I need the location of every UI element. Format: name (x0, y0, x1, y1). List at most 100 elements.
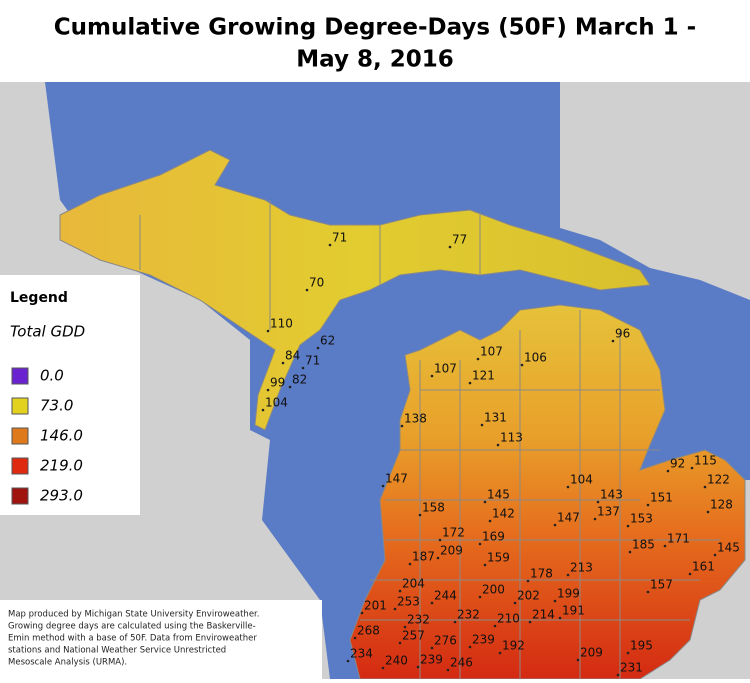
legend-title: Legend (10, 290, 68, 306)
station-dot (430, 374, 434, 378)
station-dot (576, 658, 580, 662)
station-value: 192 (502, 639, 525, 653)
station-value: 234 (350, 647, 373, 661)
station-value: 113 (500, 431, 523, 445)
station-dot (558, 616, 562, 620)
station-value: 158 (422, 501, 445, 515)
station-dot (596, 500, 600, 504)
station-dot (566, 485, 570, 489)
station-dot (408, 562, 412, 566)
legend-items: 0.0 73.0 146.0 219.0 293.0 (11, 367, 83, 505)
station-value: 71 (332, 231, 347, 245)
station-dot (266, 388, 270, 392)
station-dot (261, 408, 265, 412)
station-dot (398, 641, 402, 645)
station-value: 147 (557, 511, 580, 525)
station-dot (498, 651, 502, 655)
station-dot (520, 363, 524, 367)
station-dot (496, 443, 500, 447)
station-dot (713, 553, 717, 557)
station-dot (448, 245, 452, 249)
station-value: 122 (707, 473, 730, 487)
station-value: 151 (650, 491, 673, 505)
station-value: 104 (265, 396, 288, 410)
station-dot (688, 572, 692, 576)
station-value: 161 (692, 560, 715, 574)
station-dot (346, 659, 350, 663)
station-dot (703, 485, 707, 489)
note-line: Mesoscale Analysis (URMA). (8, 658, 127, 668)
station-dot (430, 601, 434, 605)
station-dot (478, 595, 482, 599)
station-value: 268 (357, 624, 380, 638)
station-value: 204 (402, 577, 425, 591)
station-dot (493, 624, 497, 628)
station-value: 99 (270, 376, 285, 390)
station-value: 239 (472, 633, 495, 647)
station-value: 178 (530, 567, 553, 581)
station-dot (381, 484, 385, 488)
station-dot (626, 651, 630, 655)
station-dot (438, 538, 442, 542)
station-value: 253 (397, 595, 420, 609)
station-value: 202 (517, 589, 540, 603)
station-dot (430, 646, 434, 650)
legend-label: 293.0 (40, 487, 83, 505)
station-value: 244 (434, 589, 457, 603)
station-dot (488, 519, 492, 523)
legend-label: 219.0 (40, 457, 83, 475)
county-lines (139, 200, 720, 679)
legend-swatch (11, 427, 29, 445)
station-value: 191 (562, 604, 585, 618)
station-value: 257 (402, 629, 425, 643)
station-value: 153 (630, 512, 653, 526)
station-dot (381, 666, 385, 670)
legend-label: 0.0 (40, 367, 64, 385)
station-dot (690, 466, 694, 470)
note-box (0, 600, 322, 679)
station-dot (353, 636, 357, 640)
station-dot (566, 573, 570, 577)
legend-swatch (11, 457, 29, 475)
station-dot (453, 620, 457, 624)
station-value: 92 (670, 457, 685, 471)
legend-swatch (11, 397, 29, 415)
legend-swatch (11, 367, 29, 385)
station-dot (626, 524, 630, 528)
stations: 71 77 70 110 62 84 71 99 82 104 96 107 106 107 121 138 1… (261, 231, 740, 677)
station-dot (628, 550, 632, 554)
station-value: 209 (580, 646, 603, 660)
station-value: 145 (717, 541, 740, 555)
station-value: 84 (285, 349, 300, 363)
station-value: 82 (292, 373, 307, 387)
station-value: 142 (492, 507, 515, 521)
station-dot (305, 288, 309, 292)
note-line: Map produced by Michigan State Universit… (8, 610, 259, 620)
station-dot (706, 510, 710, 514)
station-value: 172 (442, 526, 465, 540)
station-value: 214 (532, 608, 555, 622)
note-line: stations and National Weather Service Un… (8, 646, 226, 656)
station-dot (553, 599, 557, 603)
station-dot (526, 579, 530, 583)
station-value: 104 (570, 473, 593, 487)
station-value: 147 (385, 472, 408, 486)
station-dot (398, 589, 402, 593)
station-value: 131 (484, 411, 507, 425)
station-dot (416, 665, 420, 669)
station-dot (418, 513, 422, 517)
station-dot (553, 523, 557, 527)
station-dot (301, 366, 305, 370)
station-value: 199 (557, 587, 580, 601)
note-line: Growing degree days are calculated using… (8, 622, 256, 632)
station-dot (436, 556, 440, 560)
station-value: 106 (524, 351, 547, 365)
note: Map produced by Michigan State Universit… (8, 610, 259, 668)
legend-swatch (11, 487, 29, 505)
station-value: 200 (482, 583, 505, 597)
station-value: 185 (632, 538, 655, 552)
station-value: 187 (412, 550, 435, 564)
station-value: 159 (487, 551, 510, 565)
upper-peninsula (59, 149, 651, 431)
station-value: 107 (480, 345, 503, 359)
